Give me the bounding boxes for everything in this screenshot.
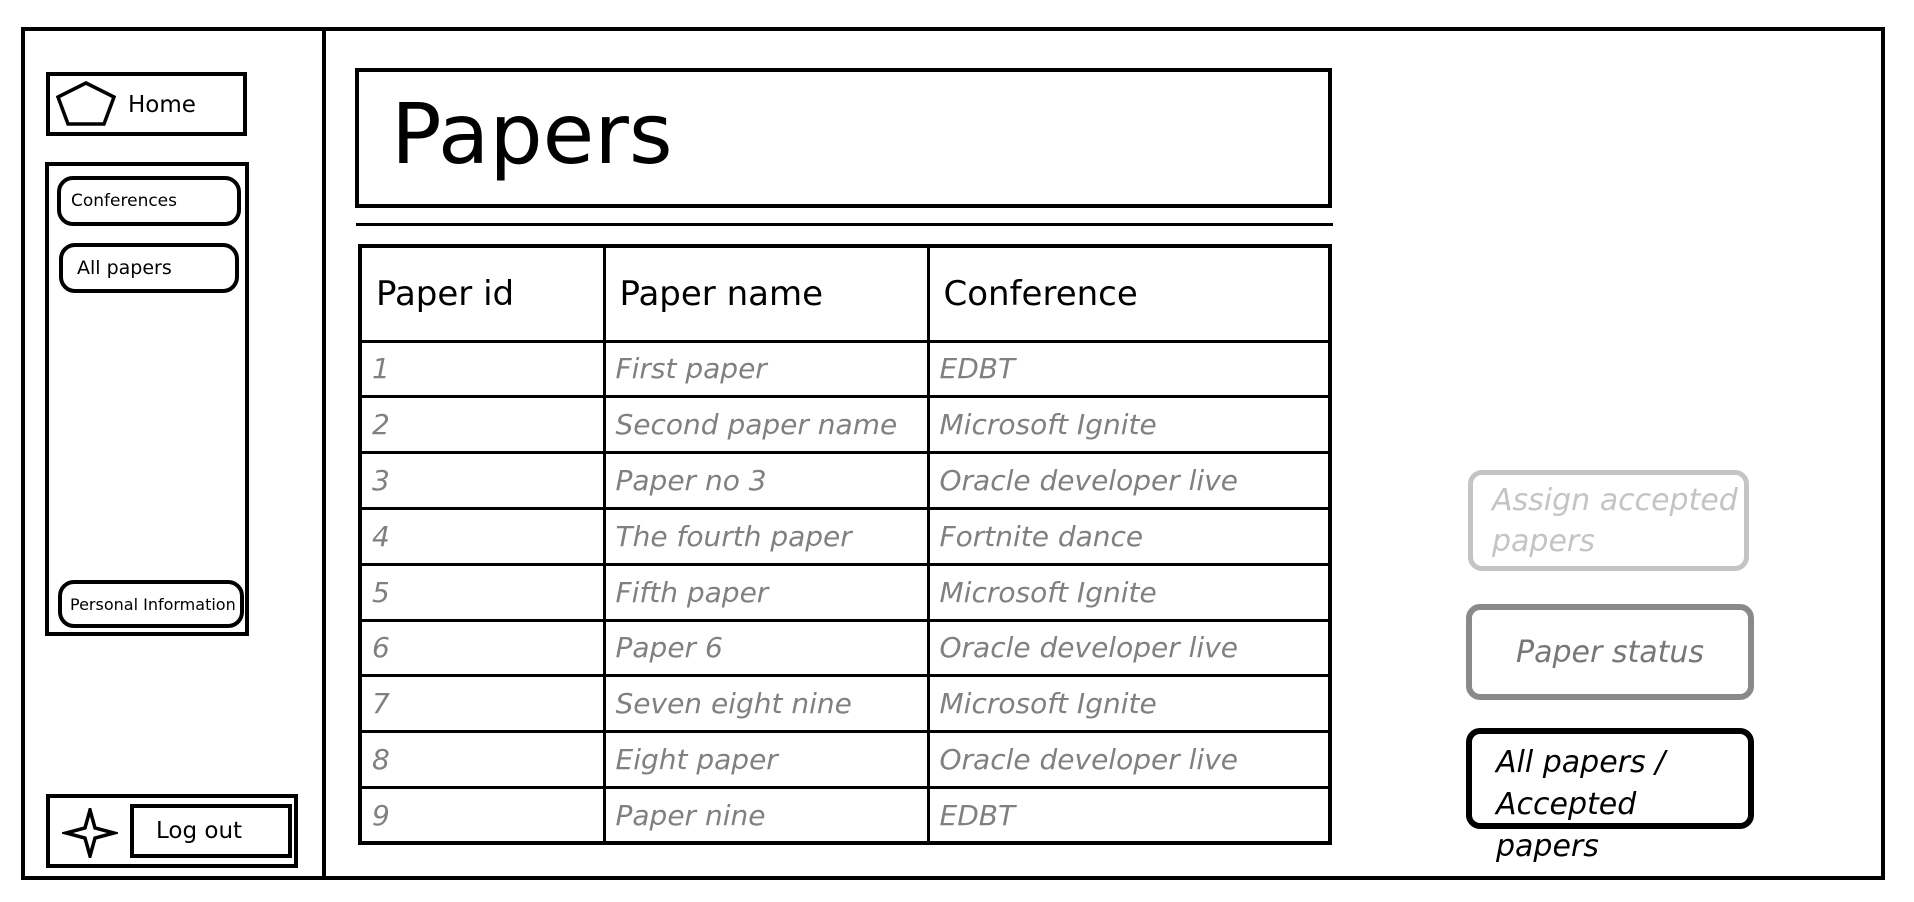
table-header-row: Paper id Paper name Conference xyxy=(362,248,1328,343)
cell-conference: Oracle developer live xyxy=(926,451,1328,510)
papers-table: Paper id Paper name Conference 1 First p… xyxy=(358,244,1332,845)
star-icon xyxy=(59,803,121,863)
home-label: Home xyxy=(128,92,196,118)
app-frame xyxy=(21,27,1885,880)
cell-conference: Fortnite dance xyxy=(926,506,1328,566)
cell-paper-id: 8 xyxy=(362,730,606,789)
sidebar-item-personal-information[interactable]: Personal Information xyxy=(58,580,244,628)
page-header: Papers xyxy=(355,68,1332,208)
sidebar-nav: Conferences All papers Personal Informat… xyxy=(45,162,249,636)
cell-paper-name: Second paper name xyxy=(602,395,930,455)
cell-paper-id: 5 xyxy=(362,562,606,622)
assign-accepted-papers-button[interactable]: Assign accepted papers xyxy=(1468,470,1749,571)
cell-conference: EDBT xyxy=(926,339,1328,399)
header-rule xyxy=(356,223,1333,226)
assign-label-line2: papers xyxy=(1492,523,1595,559)
table-row[interactable]: 6 Paper 6 Oracle developer live xyxy=(362,618,1328,678)
cell-paper-name: Eight paper xyxy=(602,730,930,789)
column-header-conference[interactable]: Conference xyxy=(926,248,1328,343)
cell-conference: Microsoft Ignite xyxy=(926,562,1328,622)
cell-paper-id: 7 xyxy=(362,674,606,734)
toggle-label-line2: Accepted papers xyxy=(1496,787,1637,864)
home-button[interactable]: Home xyxy=(46,72,247,136)
cell-paper-name: Fifth paper xyxy=(602,562,930,622)
paper-status-label: Paper status xyxy=(1515,634,1705,670)
cell-paper-name: First paper xyxy=(602,339,930,399)
table-row[interactable]: 8 Eight paper Oracle developer live xyxy=(362,730,1328,789)
cell-paper-id: 4 xyxy=(362,506,606,566)
pentagon-icon xyxy=(54,80,120,132)
cell-paper-id: 1 xyxy=(362,339,606,399)
column-header-paper-name[interactable]: Paper name xyxy=(602,248,930,343)
cell-paper-id: 2 xyxy=(362,395,606,455)
cell-paper-name: Paper 6 xyxy=(602,618,930,678)
cell-conference: Microsoft Ignite xyxy=(926,395,1328,455)
cell-conference: EDBT xyxy=(926,786,1328,841)
cell-conference: Oracle developer live xyxy=(926,730,1328,789)
table-row[interactable]: 1 First paper EDBT xyxy=(362,339,1328,399)
cell-conference: Oracle developer live xyxy=(926,618,1328,678)
cell-paper-id: 6 xyxy=(362,618,606,678)
cell-paper-name: Seven eight nine xyxy=(602,674,930,734)
table-row[interactable]: 7 Seven eight nine Microsoft Ignite xyxy=(362,674,1328,734)
table-row[interactable]: 2 Second paper name Microsoft Ignite xyxy=(362,395,1328,455)
cell-paper-id: 3 xyxy=(362,451,606,510)
table-row[interactable]: 5 Fifth paper Microsoft Ignite xyxy=(362,562,1328,622)
page-title: Papers xyxy=(391,85,673,183)
logout-button[interactable]: Log out xyxy=(130,804,292,858)
toggle-label-line1: All papers / xyxy=(1496,745,1666,780)
table-row[interactable]: 4 The fourth paper Fortnite dance xyxy=(362,506,1328,566)
column-header-paper-id[interactable]: Paper id xyxy=(362,248,606,343)
all-accepted-toggle-button[interactable]: All papers / Accepted papers xyxy=(1466,728,1754,864)
logout-area: Log out xyxy=(46,794,298,868)
sidebar-divider xyxy=(322,27,326,880)
cell-paper-name: Paper no 3 xyxy=(602,451,930,510)
cell-paper-id: 9 xyxy=(362,786,606,841)
sidebar-item-all-papers[interactable]: All papers xyxy=(59,243,239,293)
table-row[interactable]: 9 Paper nine EDBT xyxy=(362,786,1328,841)
cell-conference: Microsoft Ignite xyxy=(926,674,1328,734)
assign-label-line1: Assign accepted xyxy=(1492,483,1738,518)
sidebar-item-conferences[interactable]: Conferences xyxy=(57,176,241,226)
cell-paper-name: Paper nine xyxy=(602,786,930,841)
table-row[interactable]: 3 Paper no 3 Oracle developer live xyxy=(362,451,1328,510)
paper-status-button[interactable]: Paper status xyxy=(1466,604,1754,700)
cell-paper-name: The fourth paper xyxy=(602,506,930,566)
